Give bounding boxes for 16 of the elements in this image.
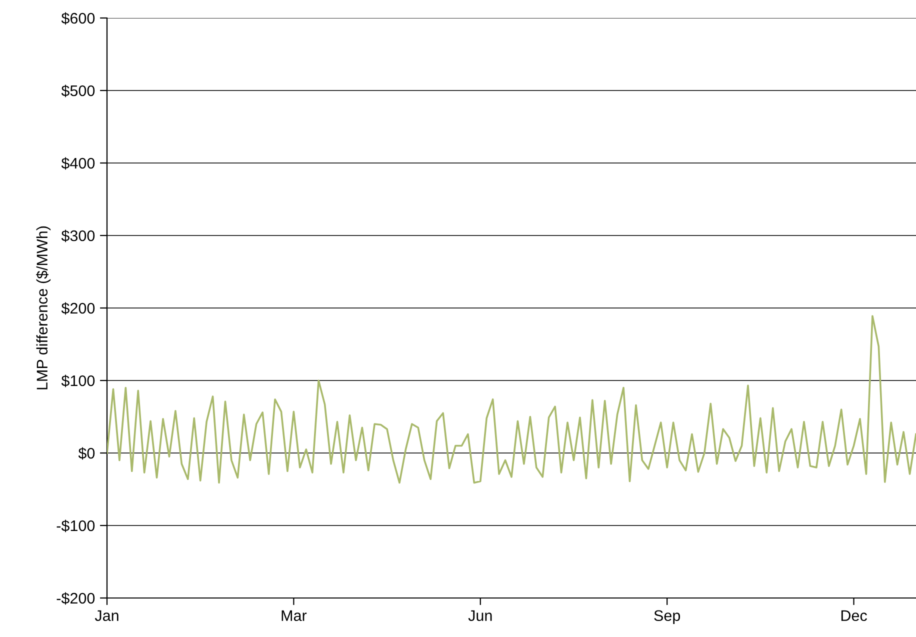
y-tick-label: $0 [78,447,95,460]
y-tick-label: $600 [61,12,95,25]
x-tick-label: Sep [654,610,680,624]
y-tick-label: $500 [61,84,95,98]
line-series [107,315,916,484]
x-tick-label: Jan [94,610,118,622]
x-tick-label: Dec [841,610,867,622]
y-tick-label: -$200 [56,592,95,605]
y-tick-label: $300 [61,230,95,242]
y-tick-label: $200 [61,302,95,315]
x-tick-label: Mar [282,610,307,622]
y-tick-label: -$100 [56,520,95,532]
y-axis-title: LMP difference ($/MWh) [36,226,51,390]
x-tick-label: Jun [468,610,492,622]
y-tick-label: $400 [61,157,95,170]
y-tick-label: $100 [61,374,95,388]
